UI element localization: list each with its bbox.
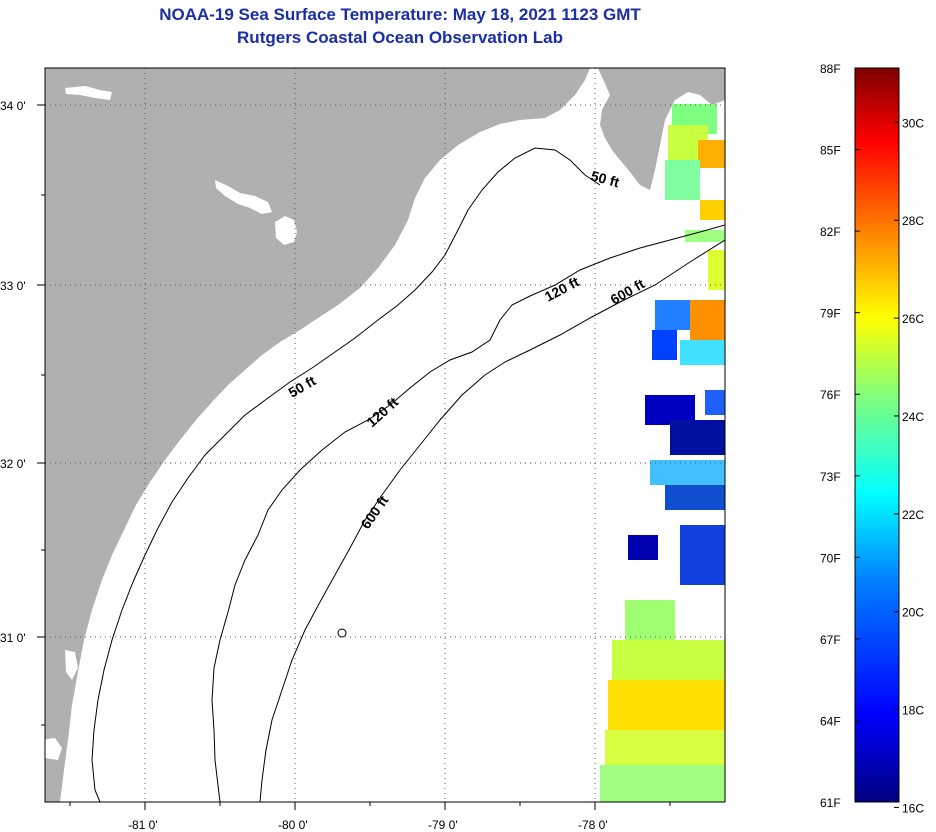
land-northeast: [598, 68, 725, 190]
colorbar-gradient: [854, 67, 900, 803]
colorbar: 88F 85F 82F 79F 76F 73F 70F 67F 64F 61F 30C 28C 26C…: [820, 62, 924, 815]
colorbar-f-label: 70F: [820, 551, 841, 565]
contour-120ft: [211, 224, 725, 802]
colorbar-c-label: 28C: [902, 214, 924, 228]
lon-label: -80 0': [278, 818, 308, 832]
colorbar-c-label: 26C: [902, 312, 924, 326]
colorbar-f-label: 64F: [820, 714, 841, 728]
colorbar-f-label: 88F: [820, 62, 841, 76]
colorbar-c-label: 16C: [902, 801, 924, 815]
colorbar-f-label: 76F: [820, 388, 841, 402]
lat-label: 34 0': [0, 99, 26, 113]
bathymetry-contours: [91, 147, 725, 802]
colorbar-c-label: 30C: [902, 116, 924, 130]
colorbar-c-label: 24C: [902, 410, 924, 424]
axis-ticks: [37, 104, 671, 810]
colorbar-f-label: 82F: [820, 225, 841, 239]
colorbar-c-label: 22C: [902, 508, 924, 522]
colorbar-c-label: 20C: [902, 606, 924, 620]
colorbar-f-ticks: 88F 85F 82F 79F 76F 73F 70F 67F 64F 61F: [820, 62, 860, 810]
lat-label: 32 0': [0, 457, 26, 471]
colorbar-f-label: 61F: [820, 796, 841, 810]
lat-label: 31 0': [0, 631, 26, 645]
sst-swath: [600, 104, 725, 802]
contour-50ft: [91, 147, 601, 802]
colorbar-f-label: 85F: [820, 144, 841, 158]
contour-label: 50 ft: [589, 167, 621, 190]
grid: [45, 68, 725, 802]
title-line-1: NOAA-19 Sea Surface Temperature: May 18,…: [159, 5, 641, 24]
lon-label: -78 0': [578, 818, 608, 832]
colorbar-c-label: 18C: [902, 704, 924, 718]
land-mass: [45, 68, 590, 802]
lon-labels: -81 0' -80 0' -79 0' -78 0': [128, 818, 608, 832]
title-line-2: Rutgers Coastal Ocean Observation Lab: [237, 28, 563, 47]
contour-600ft: [259, 239, 725, 802]
lon-label: -81 0': [128, 818, 158, 832]
colorbar-c-ticks: 30C 28C 26C 24C 22C 20C 18C 16C: [894, 116, 924, 815]
colorbar-f-label: 67F: [820, 633, 841, 647]
colorbar-f-label: 79F: [820, 307, 841, 321]
colorbar-f-label: 73F: [820, 470, 841, 484]
lat-labels: 34 0' 33 0' 32 0' 31 0': [0, 99, 26, 645]
lat-label: 33 0': [0, 279, 26, 293]
lon-label: -79 0': [428, 818, 458, 832]
